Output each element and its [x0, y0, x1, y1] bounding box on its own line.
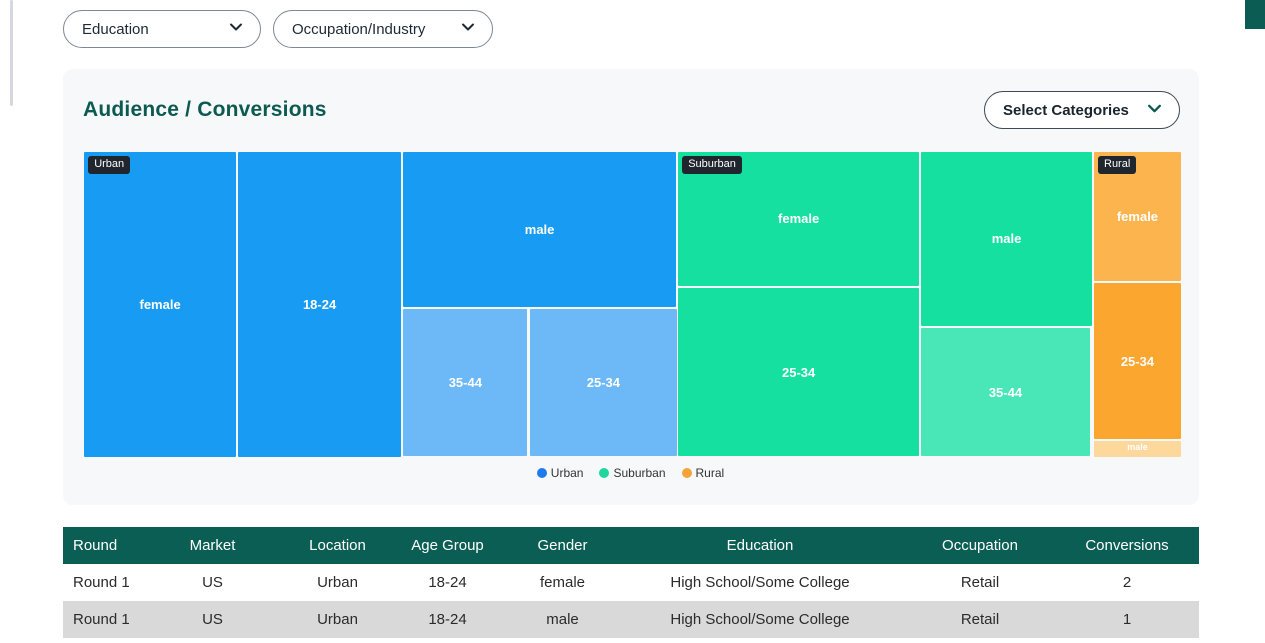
select-categories-label: Select Categories — [1003, 101, 1129, 119]
legend-dot — [599, 468, 610, 478]
treemap-block-label: 25-34 — [586, 375, 620, 391]
filters-row: Education Occupation/Industry — [0, 0, 1265, 48]
column-header-conversions: Conversions — [1055, 527, 1199, 564]
education-dropdown[interactable]: Education — [63, 10, 261, 48]
table-cell: Urban — [317, 611, 358, 628]
treemap-block-urban-male[interactable]: male — [403, 152, 676, 307]
treemap-block-urban-25-34[interactable]: 25-34 — [529, 309, 678, 457]
treemap-group-badge: Rural — [1098, 156, 1137, 174]
treemap-block-label: 35-44 — [448, 375, 482, 391]
table-cell: 1 — [1122, 611, 1132, 628]
table-header-row: Round Market Location Age Group Gender Educat… — [63, 527, 1199, 564]
treemap-block-rural-female[interactable]: female Rural — [1094, 152, 1181, 281]
treemap-block-urban-35-44[interactable]: 35-44 — [403, 309, 528, 457]
table-cell: High School/Some College — [670, 611, 850, 628]
education-dropdown-label: Education — [82, 20, 149, 38]
table-body: Round 1 US Urban 18-24 female High School/Som… — [63, 564, 1199, 638]
treemap-block-suburban-female[interactable]: female Suburban — [678, 152, 920, 286]
treemap-block-urban-18-24[interactable]: 18-24 — [238, 152, 401, 457]
select-categories-dropdown[interactable]: Select Categories — [984, 91, 1180, 129]
table-row[interactable]: Round 1 US Urban 18-24 female High School/Som… — [63, 564, 1199, 601]
left-scrollbar[interactable] — [10, 0, 13, 106]
column-header-education: Education — [615, 527, 905, 564]
treemap-block-label: 35-44 — [988, 384, 1023, 400]
table-cell: US — [202, 574, 223, 591]
treemap-block-label: 25-34 — [1120, 353, 1155, 369]
table-cell: male — [546, 611, 579, 628]
table-row[interactable]: Round 1 US Urban 18-24 male High School/Some … — [63, 601, 1199, 638]
table-cell: Retail — [960, 574, 1000, 591]
table-cell: 18-24 — [428, 574, 467, 591]
table-cell: Round 1 — [73, 611, 130, 628]
legend-dot — [536, 468, 547, 478]
legend-item-rural[interactable]: Rural — [681, 466, 725, 480]
treemap-block-suburban-male[interactable]: male — [921, 152, 1092, 326]
treemap-block-label: 25-34 — [782, 364, 816, 380]
legend-label: Rural — [695, 466, 725, 480]
treemap-block-label: male — [524, 221, 555, 237]
legend-label: Suburban — [613, 466, 666, 480]
audience-conversions-card: Audience / Conversions Select Categories… — [63, 69, 1199, 505]
treemap-block-label: female — [778, 211, 820, 227]
column-header-market: Market — [135, 527, 290, 564]
treemap-block-suburban-35-44[interactable]: 35-44 — [921, 327, 1090, 457]
chevron-down-icon — [460, 19, 476, 39]
occupation-industry-dropdown[interactable]: Occupation/Industry — [273, 10, 493, 48]
legend-item-suburban[interactable]: Suburban — [599, 466, 666, 480]
treemap-block-label: female — [1116, 209, 1159, 224]
legend-dot — [681, 468, 692, 478]
card-header: Audience / Conversions Select Categories — [81, 91, 1180, 129]
table-cell: 18-24 — [428, 611, 467, 628]
treemap-block-urban-female[interactable]: female Urban — [84, 152, 236, 457]
column-header-occupation: Occupation — [905, 527, 1055, 564]
column-header-location: Location — [290, 527, 385, 564]
column-header-round: Round — [63, 527, 135, 564]
treemap-block-rural-male[interactable]: male — [1094, 441, 1181, 457]
treemap-block-label: female — [139, 297, 181, 312]
column-header-age-group: Age Group — [385, 527, 510, 564]
top-right-edge-accent — [1245, 0, 1265, 29]
treemap-group-badge: Suburban — [682, 156, 742, 174]
treemap-block-rural-25-34[interactable]: 25-34 — [1094, 283, 1181, 439]
chevron-down-icon — [1146, 100, 1163, 121]
table-cell: High School/Some College — [670, 574, 850, 591]
table-cell: Retail — [960, 611, 1000, 628]
table-cell: US — [202, 611, 223, 628]
legend-item-urban[interactable]: Urban — [536, 466, 584, 480]
legend-label: Urban — [550, 466, 584, 480]
conversions-table: Round Market Location Age Group Gender Educat… — [63, 527, 1199, 638]
treemap-block-suburban-25-34[interactable]: 25-34 — [678, 288, 920, 457]
column-header-gender: Gender — [510, 527, 615, 564]
table-cell: female — [539, 574, 586, 591]
table-cell: Round 1 — [73, 574, 130, 591]
occupation-industry-dropdown-label: Occupation/Industry — [292, 20, 426, 38]
treemap-block-label: 18-24 — [302, 297, 337, 312]
table-cell: Urban — [317, 574, 358, 591]
chevron-down-icon — [228, 19, 244, 39]
chart-legend: Urban Suburban Rural — [81, 466, 1180, 480]
treemap-block-label: male — [991, 231, 1022, 247]
treemap-canvas: female Urban 18-24 male 35-44 25-34 female Subu… — [82, 152, 1182, 457]
treemap-block-label: male — [1127, 442, 1148, 453]
table-cell: 2 — [1122, 574, 1132, 591]
card-title: Audience / Conversions — [83, 98, 327, 121]
treemap-group-badge: Urban — [88, 156, 131, 174]
